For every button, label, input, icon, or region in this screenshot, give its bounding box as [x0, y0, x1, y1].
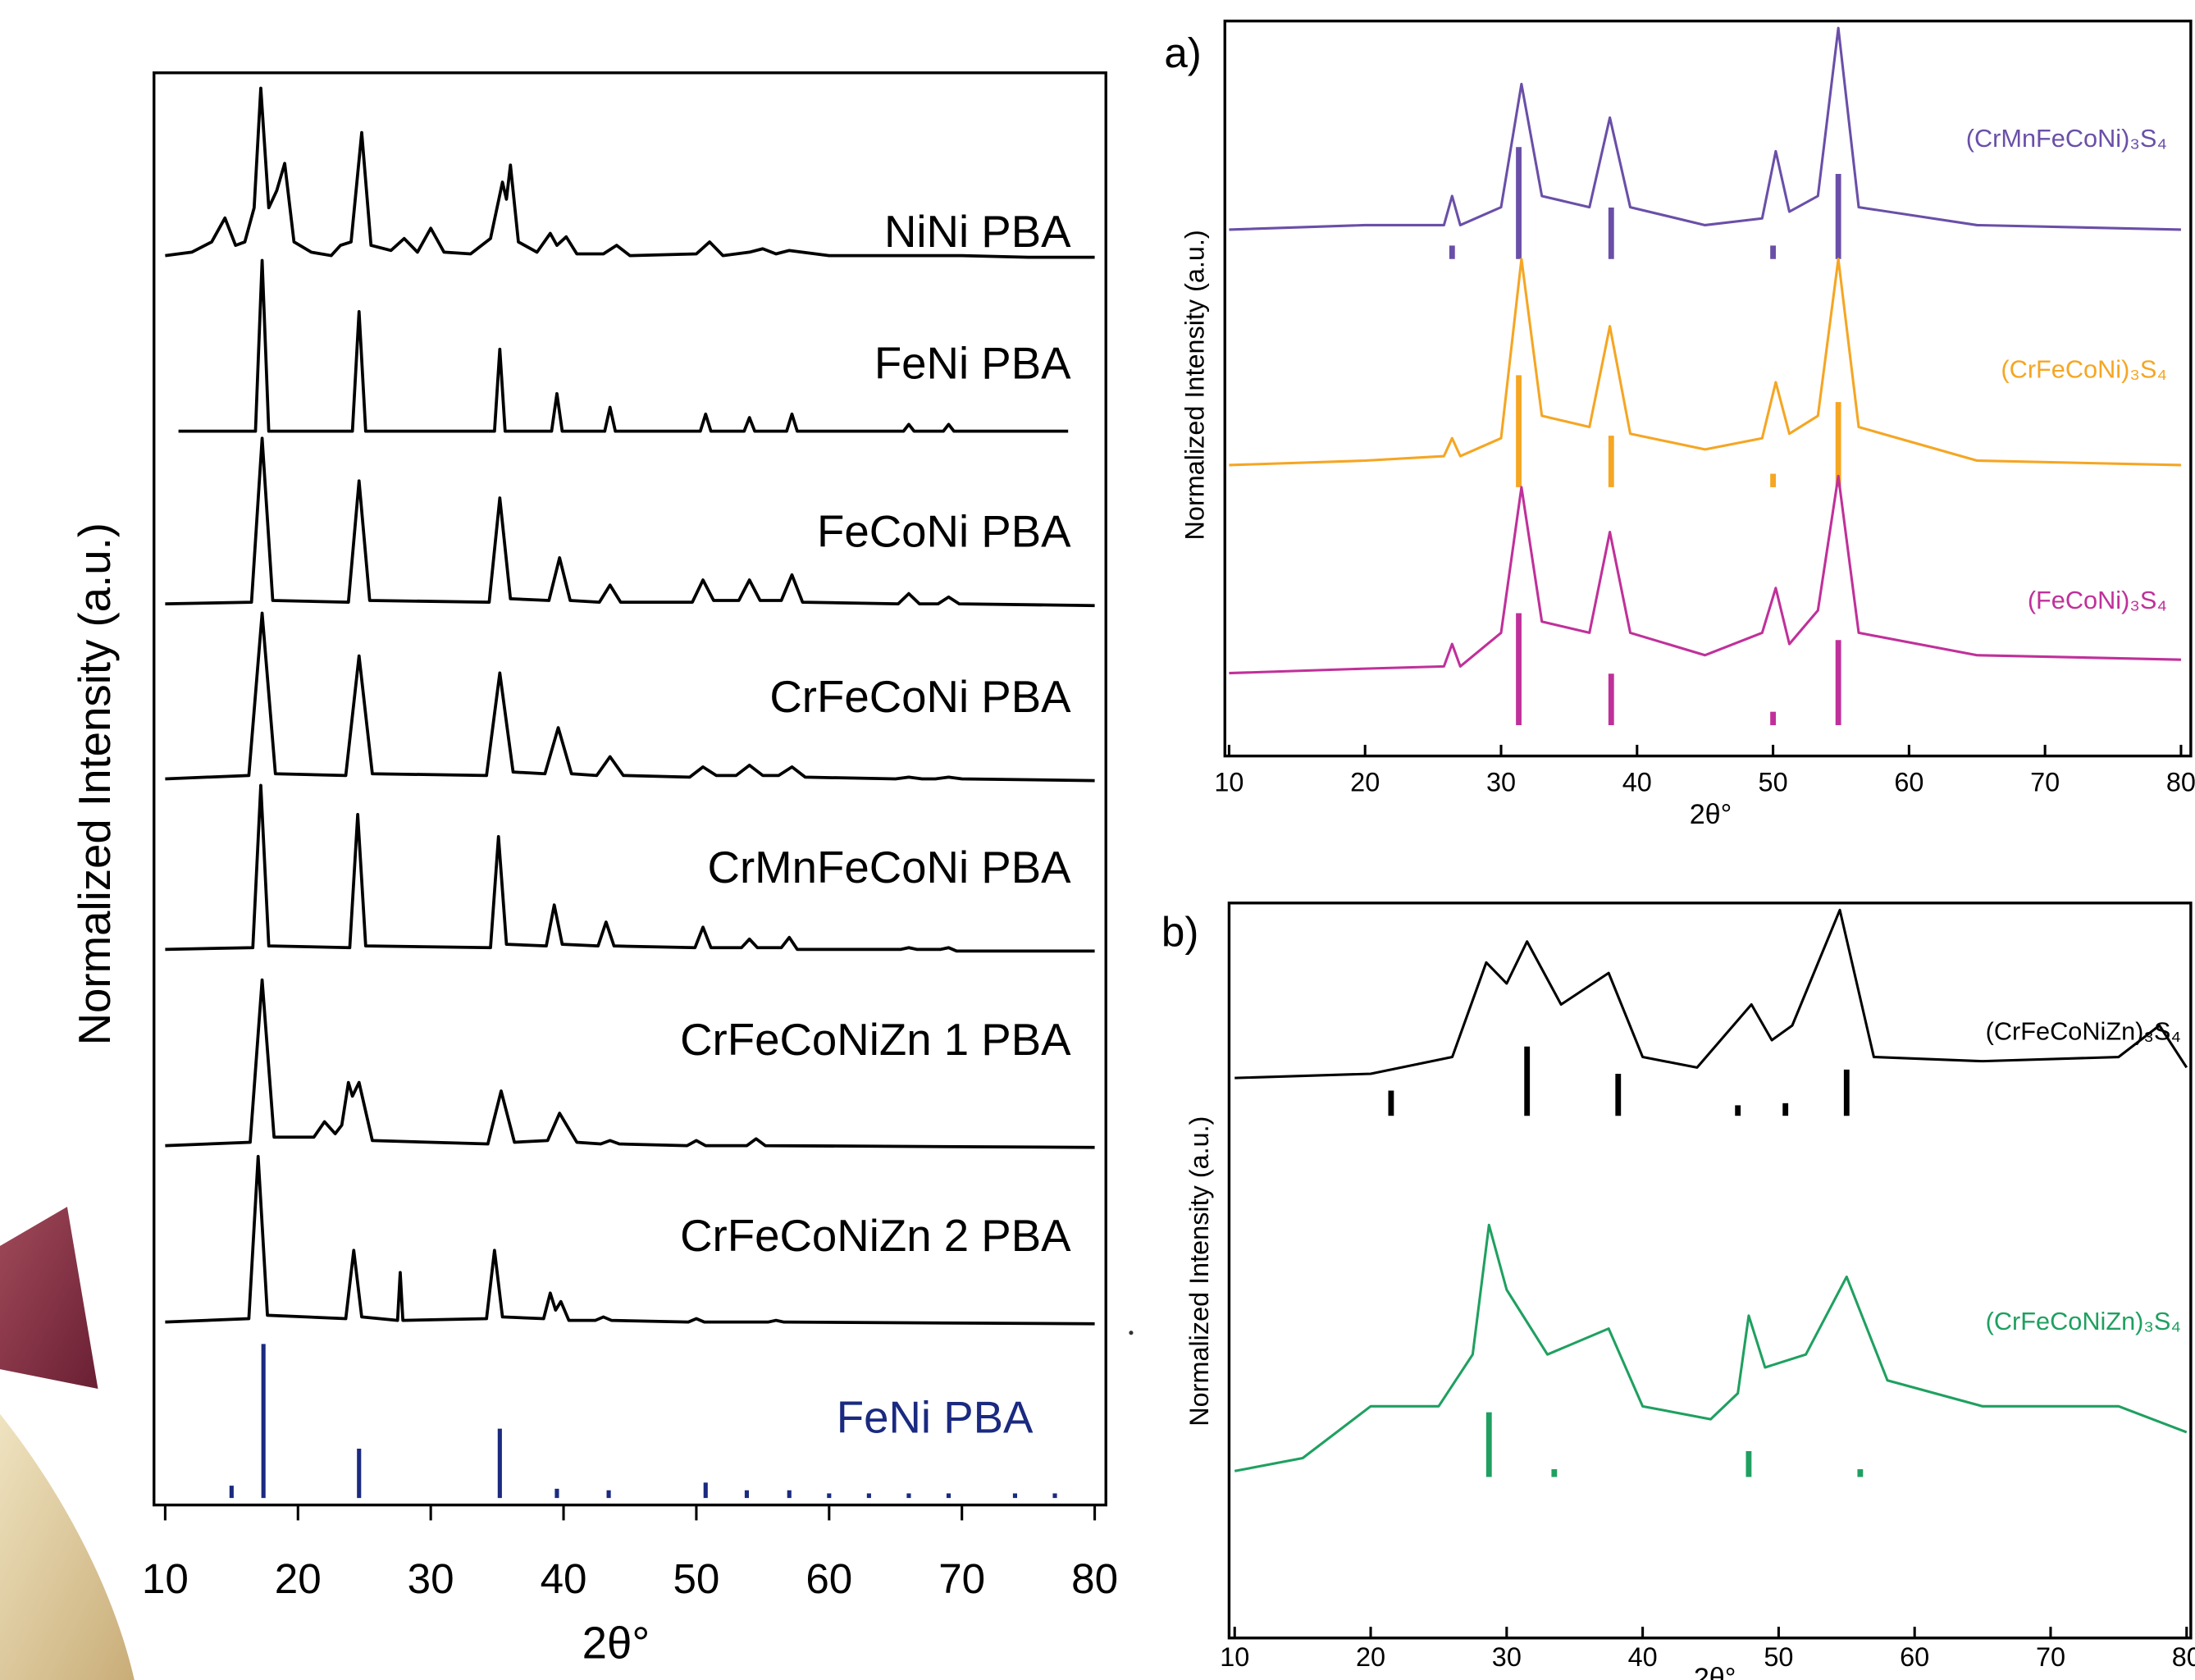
x-tick-label: 10: [1214, 767, 1244, 797]
x-tick-label: 30: [408, 1555, 454, 1602]
x-tick-label: 70: [938, 1555, 985, 1602]
series-label: (CrFeCoNiZn)₃S₄: [1986, 1017, 2181, 1046]
xrd-pattern: [1229, 26, 2181, 231]
series-label: CrFeCoNi PBA: [769, 672, 1071, 722]
x-tick-label: 50: [673, 1555, 719, 1602]
plot-frame: [1223, 19, 2193, 758]
x-tick-label: 60: [805, 1555, 852, 1602]
series-label: CrMnFeCoNi PBA: [708, 842, 1072, 892]
plot-frame: [153, 71, 1107, 1507]
decor-arrow: [0, 1207, 98, 1389]
x-tick-label: 20: [1356, 1642, 1385, 1672]
y-axis-label: Normalized Intensity (a.u.): [1180, 230, 1210, 540]
xrd-pattern: [165, 1154, 1095, 1326]
xrd-pattern: [165, 86, 1095, 259]
x-axis-label: 2θ°: [1690, 799, 1732, 830]
x-tick-label: 70: [2030, 767, 2060, 797]
x-tick-label: 50: [1759, 767, 1788, 797]
panel-label: a): [1164, 30, 1202, 76]
series-label: CrFeCoNiZn 2 PBA: [680, 1211, 1071, 1261]
xrd-pattern: [165, 436, 1095, 608]
series-label: NiNi PBA: [884, 207, 1071, 257]
x-tick-label: 80: [2166, 767, 2195, 797]
xrd-pattern: [1229, 258, 2181, 467]
series-label: (CrFeCoNiZn)₃S₄: [1986, 1307, 2181, 1335]
xrd-pattern: [178, 258, 1069, 433]
series-label: FeCoNi PBA: [817, 506, 1071, 556]
plot-frame: [1227, 902, 2193, 1640]
xrd-pattern: [1234, 1223, 2188, 1472]
x-axis-label: 2θ°: [582, 1618, 650, 1668]
x-tick-label: 10: [1220, 1642, 1249, 1672]
x-tick-label: 40: [541, 1555, 587, 1602]
series-label: (CrMnFeCoNi)₃S₄: [1966, 124, 2167, 153]
panel-label: b): [1161, 909, 1199, 956]
x-tick-label: 30: [1492, 1642, 1522, 1672]
xrd-pattern: [165, 783, 1095, 953]
x-tick-label: 60: [1900, 1642, 1929, 1672]
y-axis-label: Normalized Intensity (a.u.): [70, 523, 120, 1045]
x-tick-label: 20: [1350, 767, 1380, 797]
x-tick-label: 40: [1622, 767, 1652, 797]
xrd-pattern: [165, 611, 1095, 783]
x-tick-label: 80: [2172, 1642, 2195, 1672]
x-tick-label: 10: [142, 1555, 189, 1602]
x-tick-label: 30: [1486, 767, 1516, 797]
series-label: (CrFeCoNi)₃S₄: [2001, 354, 2166, 383]
x-tick-label: 70: [2036, 1642, 2065, 1672]
series-label: FeNi PBA: [874, 339, 1071, 389]
x-tick-label: 60: [1894, 767, 1923, 797]
decor-shape: [0, 1413, 135, 1680]
y-axis-label: Normalized Intensity (a.u.): [1184, 1116, 1214, 1427]
decor-dot: [1129, 1331, 1134, 1335]
xrd-pattern: [165, 978, 1095, 1149]
x-axis-label: 2θ°: [1694, 1663, 1736, 1680]
x-tick-label: 80: [1071, 1555, 1118, 1602]
x-tick-label: 20: [275, 1555, 322, 1602]
xrd-pattern: [1234, 908, 2188, 1080]
series-label: CrFeCoNiZn 1 PBA: [680, 1015, 1071, 1065]
x-tick-label: 50: [1764, 1642, 1793, 1672]
series-label: (FeCoNi)₃S₄: [2028, 586, 2167, 614]
reference-label: FeNi PBA: [837, 1393, 1034, 1443]
x-tick-label: 40: [1628, 1642, 1658, 1672]
xrd-pattern: [1229, 474, 2181, 675]
